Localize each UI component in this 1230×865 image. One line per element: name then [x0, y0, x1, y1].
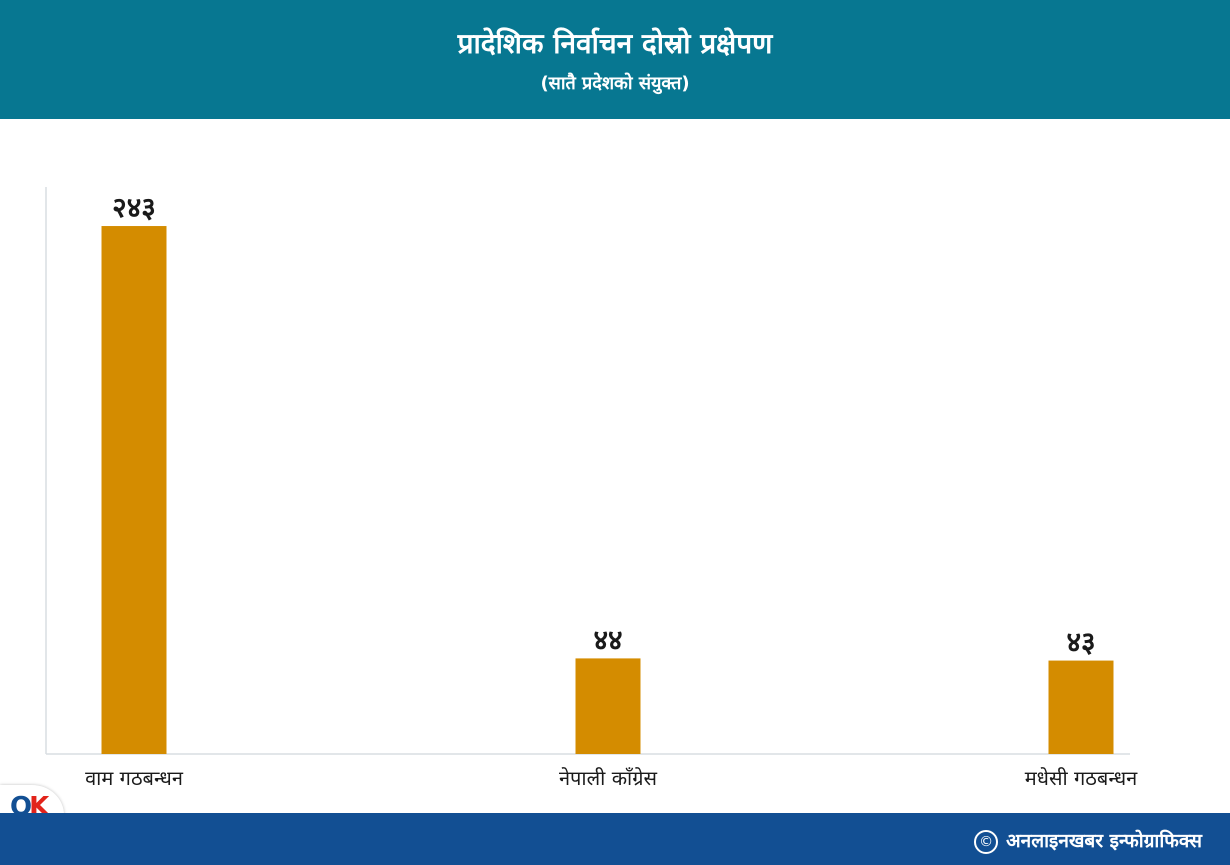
copyright-icon: © — [974, 830, 999, 854]
value-label-1: ४४ — [593, 623, 622, 656]
bar-0 — [101, 226, 167, 755]
bar-1 — [575, 658, 641, 754]
footer-bar: © अनलाइनखबर इन्फोग्राफिक्स — [0, 813, 1230, 865]
value-label-2: ४३ — [1066, 626, 1095, 659]
category-label-2: मधेसी गठबन्धन — [1025, 766, 1138, 790]
footer-credit: © अनलाइनखबर इन्फोग्राफिक्स — [974, 827, 1202, 854]
bar-chart: २४३ वाम गठबन्धन ४४ नेपाली काँग्रेस ४३ मधेसी ग… — [45, 187, 1138, 790]
bar-2 — [1048, 660, 1114, 754]
chart-subtitle: (सातै प्रदेशको संयुक्त) — [540, 73, 690, 94]
category-label-1: नेपाली काँग्रेस — [559, 766, 658, 790]
credit-text: अनलाइनखबर इन्फोग्राफिक्स — [1006, 830, 1202, 852]
header-banner: प्रादेशिक निर्वाचन दोस्रो प्रक्षेपण (सात… — [0, 0, 1230, 119]
category-label-0: वाम गठबन्धन — [85, 766, 184, 790]
chart-title: प्रादेशिक निर्वाचन दोस्रो प्रक्षेपण — [457, 27, 773, 60]
value-label-0: २४३ — [112, 191, 156, 224]
